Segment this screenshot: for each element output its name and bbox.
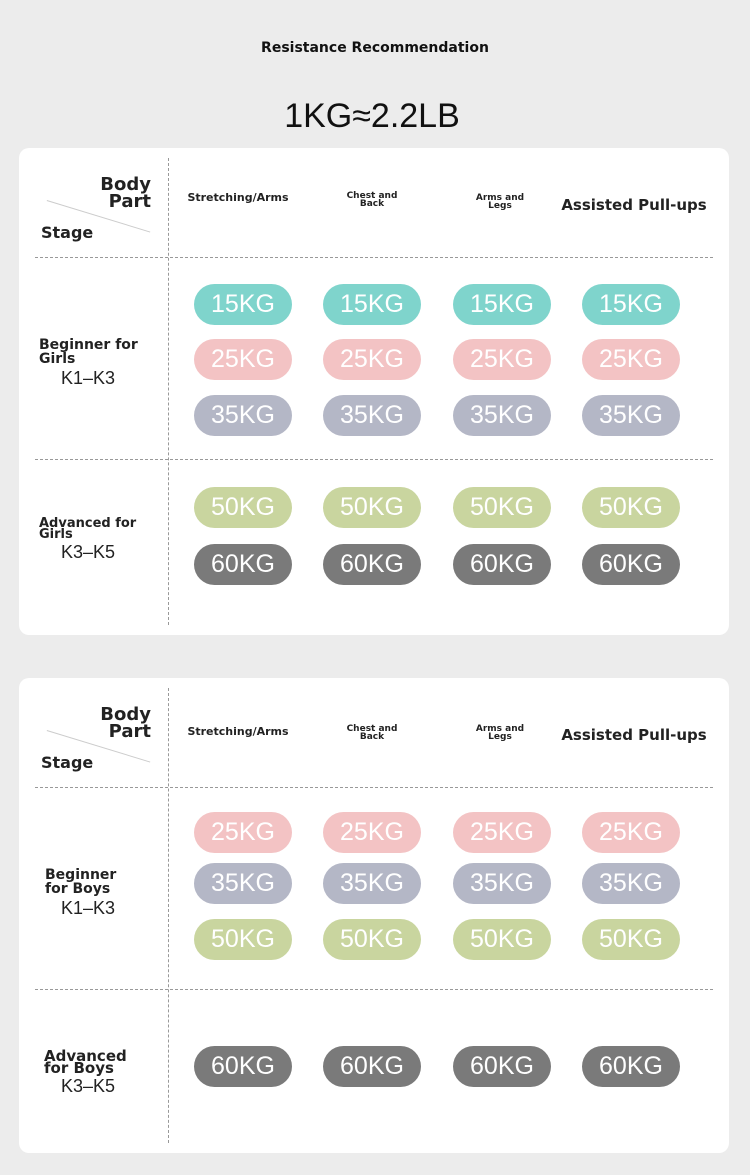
weight-pill-25kg: 25KG <box>453 339 551 380</box>
weight-pill-60kg: 60KG <box>453 1046 551 1087</box>
column-header-arms-legs: Arms and Legs <box>475 193 525 211</box>
row-divider <box>35 459 713 460</box>
stage-advanced-girls: Advanced for Girls K3–K5 <box>39 516 159 563</box>
column-header-stretching-arms: Stretching/Arms <box>187 190 289 204</box>
column-header-chest-back: Chest and Back <box>346 724 398 742</box>
weight-pill-60kg: 60KG <box>194 1046 292 1087</box>
weight-pill-15kg: 15KG <box>323 284 421 325</box>
weight-pill-50kg: 50KG <box>582 487 680 528</box>
recommendation-table-girls: Body Part Stage Stretching/Arms Chest an… <box>19 148 729 635</box>
body-part-header: Body Part <box>100 174 151 212</box>
row-divider <box>35 257 713 258</box>
weight-pill-25kg: 25KG <box>453 812 551 853</box>
stage-range: K1–K3 <box>61 898 116 918</box>
weight-pill-35kg: 35KG <box>194 863 292 904</box>
weight-pill-35kg: 35KG <box>453 395 551 436</box>
column-header-chest-back: Chest and Back <box>346 191 398 209</box>
weight-pill-50kg: 50KG <box>194 919 292 960</box>
stage-advanced-boys: Advanced for Boys K3–K5 <box>39 1047 159 1097</box>
weight-pill-15kg: 15KG <box>453 284 551 325</box>
stage-name: Advanced for Boys <box>44 1047 127 1077</box>
stage-name: Advanced for Girls <box>39 516 137 542</box>
stage-beginner-girls: Beginner for Girls K1–K3 <box>39 338 159 389</box>
stage-beginner-boys: Beginner for Boys K1–K3 <box>39 868 159 919</box>
page-title: Resistance Recommendation <box>261 40 489 56</box>
weight-pill-25kg: 25KG <box>194 339 292 380</box>
recommendation-table-boys: Body Part Stage Stretching/Arms Chest an… <box>19 678 729 1153</box>
weight-pill-60kg: 60KG <box>323 544 421 585</box>
weight-pill-50kg: 50KG <box>582 919 680 960</box>
stage-range: K1–K3 <box>61 368 116 388</box>
column-header-stretching-arms: Stretching/Arms <box>187 724 289 738</box>
weight-pill-25kg: 25KG <box>323 339 421 380</box>
stage-header: Stage <box>41 753 94 772</box>
row-divider <box>35 989 713 990</box>
weight-pill-35kg: 35KG <box>323 395 421 436</box>
stage-header: Stage <box>41 223 94 242</box>
weight-pill-35kg: 35KG <box>194 395 292 436</box>
weight-pill-25kg: 25KG <box>582 339 680 380</box>
column-divider <box>168 688 169 1143</box>
weight-pill-35kg: 35KG <box>582 863 680 904</box>
weight-pill-35kg: 35KG <box>453 863 551 904</box>
stage-name: Beginner for Girls <box>39 337 138 367</box>
weight-pill-60kg: 60KG <box>582 544 680 585</box>
weight-pill-25kg: 25KG <box>323 812 421 853</box>
weight-pill-25kg: 25KG <box>194 812 292 853</box>
weight-pill-60kg: 60KG <box>453 544 551 585</box>
body-part-header: Body Part <box>100 704 151 742</box>
weight-pill-60kg: 60KG <box>582 1046 680 1087</box>
column-header-assisted-pull-ups: Assisted Pull-ups <box>561 196 707 214</box>
unit-conversion: 1KG≈2.2LB <box>284 97 460 135</box>
stage-range: K3–K5 <box>61 1076 116 1096</box>
column-header-arms-legs: Arms and Legs <box>475 724 525 742</box>
weight-pill-50kg: 50KG <box>323 919 421 960</box>
weight-pill-60kg: 60KG <box>323 1046 421 1087</box>
weight-pill-25kg: 25KG <box>582 812 680 853</box>
weight-pill-15kg: 15KG <box>582 284 680 325</box>
weight-pill-50kg: 50KG <box>194 487 292 528</box>
weight-pill-50kg: 50KG <box>453 919 551 960</box>
column-header-assisted-pull-ups: Assisted Pull-ups <box>561 726 707 744</box>
column-divider <box>168 158 169 625</box>
weight-pill-35kg: 35KG <box>323 863 421 904</box>
weight-pill-15kg: 15KG <box>194 284 292 325</box>
row-divider <box>35 787 713 788</box>
weight-pill-50kg: 50KG <box>323 487 421 528</box>
weight-pill-60kg: 60KG <box>194 544 292 585</box>
stage-name: Beginner for Boys <box>45 867 117 897</box>
weight-pill-35kg: 35KG <box>582 395 680 436</box>
weight-pill-50kg: 50KG <box>453 487 551 528</box>
stage-range: K3–K5 <box>61 542 116 562</box>
